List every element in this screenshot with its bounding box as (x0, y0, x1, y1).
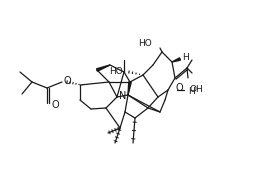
Text: H: H (188, 88, 195, 97)
Text: O: O (176, 83, 184, 93)
Text: N: N (119, 91, 126, 101)
Text: O: O (63, 76, 71, 86)
Polygon shape (97, 65, 110, 71)
Polygon shape (172, 58, 180, 62)
Text: HO: HO (138, 39, 152, 48)
Text: H: H (182, 54, 189, 63)
Polygon shape (128, 82, 131, 95)
Text: OH: OH (190, 86, 204, 95)
Text: HO: HO (109, 66, 123, 75)
Text: O: O (52, 100, 60, 110)
